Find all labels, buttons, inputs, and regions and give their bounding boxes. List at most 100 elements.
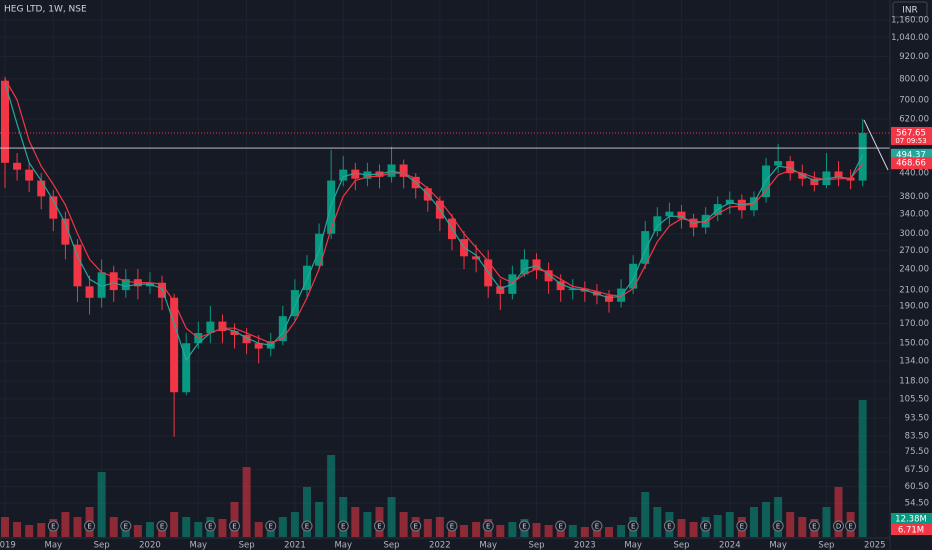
trend-drawing	[863, 119, 889, 171]
x-tick-label: 2022	[429, 541, 451, 550]
event-marker	[482, 520, 494, 532]
x-tick-label: May	[45, 541, 63, 550]
candle-body	[109, 272, 118, 291]
event-marker	[47, 520, 59, 532]
candle-body	[85, 286, 94, 298]
event-marker	[410, 520, 422, 532]
y-tick-label: 1,160.00	[891, 16, 929, 26]
candle-body	[97, 272, 106, 298]
candle-body	[61, 218, 70, 245]
candle-body	[13, 162, 22, 170]
event-marker	[265, 520, 277, 532]
event-marker	[772, 520, 784, 532]
volume-bar	[617, 525, 626, 537]
y-tick-label: 134.00	[899, 357, 929, 367]
volume-bar	[315, 502, 324, 537]
y-tick-label: 93.50	[905, 413, 929, 423]
event-marker	[446, 520, 458, 532]
volume-bar	[387, 497, 396, 537]
volume-bar	[798, 517, 807, 537]
volume-bar	[97, 472, 106, 537]
x-tick-label: Sep	[818, 541, 834, 550]
volume-bar	[762, 502, 771, 537]
x-tick-label: May	[624, 541, 642, 550]
x-tick-label: 2025	[864, 541, 886, 550]
volume-bar	[254, 522, 263, 537]
price-tag-label: 567.65	[896, 128, 926, 138]
price-tag-label: 468.66	[896, 159, 926, 169]
candle-body	[218, 321, 227, 332]
price-tag-label: 494.37	[896, 150, 926, 160]
event-label: E	[232, 523, 236, 531]
currency[interactable]: INR	[902, 6, 918, 16]
y-tick-label: 83.50	[905, 431, 929, 441]
volume-bar	[472, 522, 481, 537]
volume-bar	[653, 507, 662, 537]
event-marker	[337, 520, 349, 532]
currency-box[interactable]	[892, 1, 928, 18]
event-label: E	[522, 523, 526, 531]
y-tick-label: 340.00	[899, 209, 929, 219]
x-tick-label: 2020	[139, 541, 161, 550]
volume-bar	[568, 525, 577, 537]
y-tick-label: 300.00	[899, 229, 929, 239]
event-marker	[229, 520, 241, 532]
x-tick-label: Sep	[529, 541, 545, 550]
x-tick-label: Sep	[673, 541, 689, 550]
moving-average	[4, 78, 864, 344]
event-label: E	[377, 523, 381, 531]
candle-body	[254, 343, 263, 349]
x-tick-label: 2024	[719, 541, 741, 550]
event-marker	[736, 520, 748, 532]
volume-bar	[822, 507, 831, 537]
volume-bar	[580, 527, 589, 537]
volume-bar	[399, 512, 408, 537]
volume-bar	[145, 522, 154, 537]
candle-body	[629, 263, 638, 289]
volume-bar	[351, 507, 360, 537]
event-marker	[120, 520, 132, 532]
volume-bar	[641, 492, 650, 537]
candle-body	[653, 216, 662, 232]
event-marker	[518, 520, 530, 532]
event-label: E	[208, 523, 212, 531]
candle-body	[25, 169, 34, 181]
candle-body	[677, 211, 686, 219]
candle-body	[532, 259, 541, 271]
candle-body	[73, 244, 82, 287]
volume-bar	[73, 517, 82, 537]
event-marker	[84, 520, 96, 532]
y-tick-label: 60.50	[905, 482, 929, 492]
candle-body	[37, 180, 46, 197]
price-tag	[891, 126, 932, 145]
candle-body	[121, 279, 130, 291]
y-tick-label: 620.00	[899, 115, 929, 125]
volume-bar	[1, 517, 9, 537]
volume-bar	[194, 522, 203, 537]
y-tick-label: 210.00	[899, 286, 929, 296]
y-tick-label: 800.00	[899, 74, 929, 84]
volume-bar	[786, 512, 795, 537]
y-tick-label: 54.50	[905, 499, 929, 509]
candle-body	[49, 196, 58, 219]
event-marker	[204, 520, 216, 532]
event-label: E	[51, 523, 55, 531]
chart-title: HEG LTD, 1W, NSE	[4, 5, 87, 15]
event-marker	[373, 520, 385, 532]
candle-body	[786, 161, 795, 174]
candle-body	[399, 164, 408, 177]
candle-body	[170, 297, 179, 393]
candle-body	[774, 161, 783, 166]
volume-bar	[13, 522, 22, 537]
countdown: 07 09:53	[895, 137, 926, 145]
event-label: E	[667, 523, 671, 531]
event-marker	[591, 520, 603, 532]
event-label: E	[595, 523, 599, 531]
candle-body	[798, 173, 807, 179]
event-label: E	[812, 523, 816, 531]
event-label: E	[124, 523, 128, 531]
volume-bar	[109, 517, 118, 537]
candle-body	[810, 178, 819, 186]
y-tick-label: 440.00	[899, 169, 929, 179]
